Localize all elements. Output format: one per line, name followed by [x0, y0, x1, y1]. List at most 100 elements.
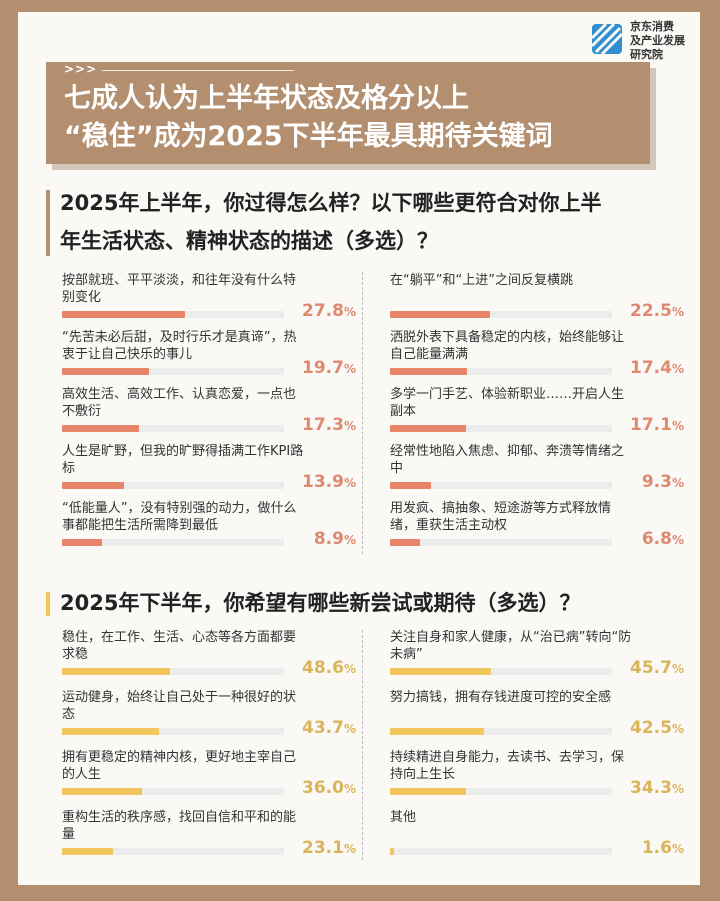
percent-symbol: %	[671, 722, 684, 736]
bar-fill	[390, 368, 468, 375]
percent-symbol: %	[343, 662, 356, 676]
logo-line: 及产业发展	[630, 34, 685, 47]
question-marker	[46, 592, 50, 616]
bar-value-number: 36.0	[302, 778, 344, 798]
bar-label: 稳住，在工作、生活、心态等各方面都要求稳	[62, 630, 297, 662]
logo-line: 研究院	[630, 48, 663, 61]
bar-value: 36.0%	[302, 778, 356, 798]
bar-value: 22.5%	[630, 301, 684, 321]
bar-label: 多学一门手艺、体验新职业……开启人生副本	[390, 387, 625, 419]
bar-item: 关注自身和家人健康，从“治已病”转向“防未病” 45.7%	[390, 629, 684, 685]
bar-value-number: 48.6	[302, 658, 344, 678]
bar-fill	[390, 728, 485, 735]
bar-value: 23.1%	[302, 838, 356, 858]
logo-text: 京东消费 及产业发展 研究院	[630, 20, 700, 62]
bar-value: 19.7%	[302, 358, 356, 378]
bar-item: 高效生活、高效工作、认真恋爱，一点也不敷衍 17.3%	[62, 386, 356, 442]
bar-item: 稳住，在工作、生活、心态等各方面都要求稳 48.6%	[62, 629, 356, 685]
bar-item: 多学一门手艺、体验新职业……开启人生副本 17.1%	[390, 386, 684, 442]
bar-label: “先苦未必后甜，及时行乐才是真谛”，热衷于让自己快乐的事儿	[62, 330, 297, 362]
bar-label: 在“躺平”和“上进”之间反复横跳	[390, 273, 573, 288]
bar-label: 用发疯、搞抽象、短途游等方式释放情绪，重获生活主动权	[390, 501, 612, 533]
bar-item: “先苦未必后甜，及时行乐才是真谛”，热衷于让自己快乐的事儿 19.7%	[62, 329, 356, 385]
bar-label: 重构生活的秩序感，找回自信和平和的能量	[62, 810, 297, 842]
bar-label: 拥有更稳定的精神内核，更好地主宰自己的人生	[62, 750, 297, 782]
bar-fill	[390, 311, 490, 318]
bar-item: 人生是旷野，但我的旷野得插满工作KPI路标 13.9%	[62, 443, 356, 499]
bar-fill	[62, 668, 170, 675]
bar-value: 13.9%	[302, 472, 356, 492]
bar-track	[390, 425, 612, 432]
percent-symbol: %	[343, 722, 356, 736]
percent-symbol: %	[671, 533, 684, 547]
bar-value-number: 17.4	[630, 358, 672, 378]
bar-track	[390, 539, 612, 546]
bar-value-number: 13.9	[302, 472, 344, 492]
question-line: 年生活状态、精神状态的描述（多选）？	[60, 229, 438, 253]
percent-symbol: %	[343, 782, 356, 796]
bar-track	[62, 728, 284, 735]
bar-fill	[390, 788, 467, 795]
bar-value-number: 8.9	[313, 529, 344, 549]
jd-institute-logo-icon	[590, 22, 624, 56]
title-line: “稳住”成为2025下半年最具期待关键词	[64, 121, 553, 152]
bar-fill	[62, 848, 114, 855]
bar-label: 努力搞钱，拥有存钱进度可控的安全感	[390, 690, 612, 705]
bar-value-number: 17.3	[302, 415, 344, 435]
question-line: 2025年上半年，你过得怎么样？以下哪些更符合对你上半	[60, 191, 602, 215]
bar-fill	[62, 482, 124, 489]
page-title: 七成人认为上半年状态及格分以上 “稳住”成为2025下半年最具期待关键词	[64, 80, 644, 156]
bar-track	[62, 788, 284, 795]
bar-value: 9.3%	[642, 472, 684, 492]
bar-track	[62, 539, 284, 546]
bar-track	[62, 848, 284, 855]
bar-item: “低能量人”，没有特别强的动力，做什么事都能把生活所需降到最低 8.9%	[62, 500, 356, 556]
bar-track	[390, 368, 612, 375]
bar-value: 48.6%	[302, 658, 356, 678]
bar-fill	[62, 368, 150, 375]
bar-label: 其他	[390, 810, 417, 825]
bar-item: 努力搞钱，拥有存钱进度可控的安全感 42.5%	[390, 689, 684, 745]
bar-value: 17.1%	[630, 415, 684, 435]
percent-symbol: %	[671, 305, 684, 319]
bar-track	[62, 668, 284, 675]
percent-symbol: %	[343, 419, 356, 433]
bar-value-number: 22.5	[630, 301, 672, 321]
bar-value: 17.4%	[630, 358, 684, 378]
question-1-title: 2025年上半年，你过得怎么样？以下哪些更符合对你上半 年生活状态、精神状态的描…	[60, 184, 660, 260]
bar-value-number: 17.1	[630, 415, 672, 435]
bar-track	[390, 788, 612, 795]
percent-symbol: %	[671, 782, 684, 796]
bar-track	[390, 482, 612, 489]
bar-item: 在“躺平”和“上进”之间反复横跳 22.5%	[390, 272, 684, 328]
bar-value-number: 1.6	[641, 838, 672, 858]
bar-value-number: 19.7	[302, 358, 344, 378]
title-banner	[46, 62, 650, 164]
percent-symbol: %	[671, 476, 684, 490]
bar-fill	[390, 482, 432, 489]
bar-fill	[390, 668, 492, 675]
bar-label: 持续精进自身能力，去读书、去学习，保持向上生长	[390, 750, 625, 782]
title-rule	[102, 70, 294, 71]
percent-symbol: %	[671, 362, 684, 376]
bar-item: 重构生活的秩序感，找回自信和平和的能量 23.1%	[62, 809, 356, 865]
bar-track	[390, 848, 612, 855]
percent-symbol: %	[343, 305, 356, 319]
bar-value: 43.7%	[302, 718, 356, 738]
title-line: 七成人认为上半年状态及格分以上	[64, 83, 469, 114]
bar-value: 34.3%	[630, 778, 684, 798]
bar-track	[390, 311, 612, 318]
bar-track	[62, 311, 284, 318]
percent-symbol: %	[343, 362, 356, 376]
bar-value-number: 42.5	[630, 718, 672, 738]
bar-item: 持续精进自身能力，去读书、去学习，保持向上生长 34.3%	[390, 749, 684, 805]
bar-fill	[390, 848, 394, 855]
bar-track	[62, 425, 284, 432]
bar-label: 经常性地陷入焦虑、抑郁、奔溃等情绪之中	[390, 444, 625, 476]
percent-symbol: %	[343, 842, 356, 856]
bar-item: 其他 1.6%	[390, 809, 684, 865]
bar-value: 8.9%	[314, 529, 356, 549]
bar-value: 27.8%	[302, 301, 356, 321]
bar-fill	[62, 539, 102, 546]
bar-value: 42.5%	[630, 718, 684, 738]
